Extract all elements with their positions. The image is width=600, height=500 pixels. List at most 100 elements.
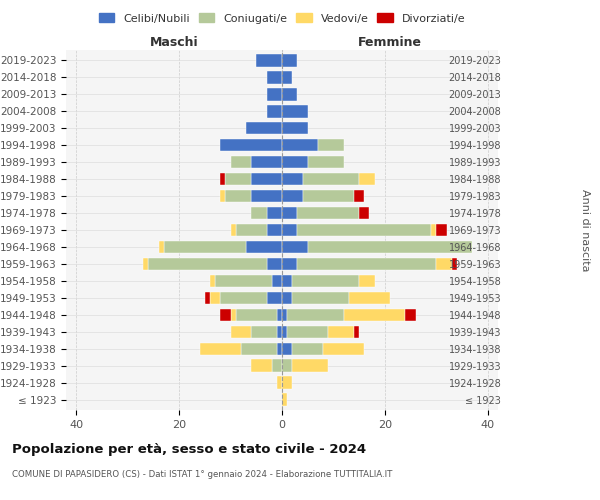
Bar: [266, 105, 282, 118]
Bar: [282, 138, 318, 151]
Bar: [292, 360, 328, 372]
Bar: [210, 292, 220, 304]
Bar: [282, 156, 308, 168]
Bar: [302, 172, 359, 186]
Bar: [266, 206, 282, 220]
Bar: [251, 206, 266, 220]
Bar: [220, 138, 282, 151]
Bar: [246, 240, 282, 254]
Bar: [266, 224, 282, 236]
Bar: [226, 172, 251, 186]
Bar: [282, 190, 302, 202]
Bar: [266, 292, 282, 304]
Bar: [302, 190, 354, 202]
Bar: [266, 71, 282, 84]
Bar: [272, 360, 282, 372]
Text: COMUNE DI PAPASIDERO (CS) - Dati ISTAT 1° gennaio 2024 - Elaborazione TUTTITALIA: COMUNE DI PAPASIDERO (CS) - Dati ISTAT 1…: [12, 470, 392, 479]
Bar: [308, 240, 472, 254]
Bar: [323, 342, 364, 355]
Bar: [354, 190, 364, 202]
Bar: [292, 292, 349, 304]
Bar: [308, 156, 344, 168]
Bar: [230, 156, 251, 168]
Bar: [359, 274, 374, 287]
Bar: [220, 292, 266, 304]
Bar: [436, 258, 452, 270]
Bar: [148, 258, 266, 270]
Bar: [282, 240, 308, 254]
Bar: [256, 54, 282, 66]
Bar: [282, 360, 292, 372]
Bar: [266, 258, 282, 270]
Bar: [220, 308, 230, 322]
Bar: [282, 172, 302, 186]
Bar: [359, 172, 374, 186]
Bar: [298, 224, 431, 236]
Bar: [277, 376, 282, 389]
Bar: [236, 224, 266, 236]
Bar: [158, 240, 164, 254]
Bar: [349, 292, 390, 304]
Bar: [215, 274, 272, 287]
Bar: [277, 308, 282, 322]
Bar: [359, 206, 370, 220]
Bar: [318, 138, 344, 151]
Bar: [287, 308, 344, 322]
Bar: [143, 258, 148, 270]
Bar: [282, 342, 292, 355]
Bar: [210, 274, 215, 287]
Bar: [226, 190, 251, 202]
Bar: [251, 360, 272, 372]
Bar: [272, 274, 282, 287]
Bar: [282, 292, 292, 304]
Bar: [164, 240, 246, 254]
Bar: [246, 122, 282, 134]
Bar: [282, 394, 287, 406]
Bar: [277, 326, 282, 338]
Bar: [266, 88, 282, 101]
Bar: [292, 342, 323, 355]
Bar: [236, 308, 277, 322]
Text: Maschi: Maschi: [149, 36, 199, 49]
Bar: [287, 326, 328, 338]
Bar: [200, 342, 241, 355]
Bar: [282, 376, 292, 389]
Bar: [298, 258, 436, 270]
Bar: [282, 274, 292, 287]
Bar: [230, 308, 236, 322]
Bar: [220, 172, 226, 186]
Bar: [298, 206, 359, 220]
Text: Anni di nascita: Anni di nascita: [580, 188, 590, 271]
Bar: [282, 122, 308, 134]
Bar: [282, 71, 292, 84]
Bar: [282, 308, 287, 322]
Bar: [328, 326, 354, 338]
Bar: [251, 326, 277, 338]
Bar: [406, 308, 416, 322]
Bar: [251, 156, 282, 168]
Bar: [282, 258, 298, 270]
Bar: [282, 224, 298, 236]
Bar: [431, 224, 436, 236]
Bar: [220, 190, 226, 202]
Bar: [282, 206, 298, 220]
Bar: [230, 326, 251, 338]
Bar: [241, 342, 277, 355]
Bar: [292, 274, 359, 287]
Bar: [282, 54, 298, 66]
Bar: [282, 105, 308, 118]
Bar: [251, 190, 282, 202]
Text: Femmine: Femmine: [358, 36, 422, 49]
Bar: [452, 258, 457, 270]
Legend: Celibi/Nubili, Coniugati/e, Vedovi/e, Divorziati/e: Celibi/Nubili, Coniugati/e, Vedovi/e, Di…: [94, 9, 470, 28]
Bar: [230, 224, 236, 236]
Bar: [282, 326, 287, 338]
Bar: [251, 172, 282, 186]
Text: Popolazione per età, sesso e stato civile - 2024: Popolazione per età, sesso e stato civil…: [12, 442, 366, 456]
Bar: [205, 292, 210, 304]
Bar: [277, 342, 282, 355]
Bar: [282, 88, 298, 101]
Bar: [354, 326, 359, 338]
Bar: [344, 308, 406, 322]
Bar: [436, 224, 446, 236]
